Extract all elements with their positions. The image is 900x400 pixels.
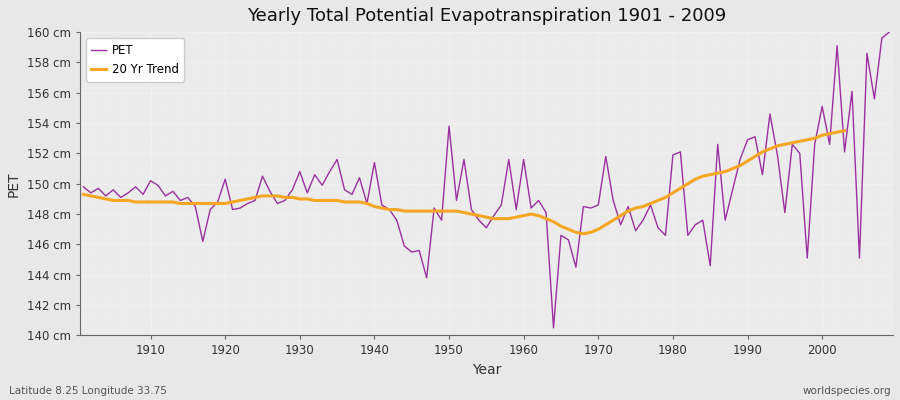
20 Yr Trend bbox=[518, 213, 529, 218]
Legend: PET, 20 Yr Trend: PET, 20 Yr Trend bbox=[86, 38, 184, 82]
X-axis label: Year: Year bbox=[472, 363, 501, 377]
Text: Latitude 8.25 Longitude 33.75: Latitude 8.25 Longitude 33.75 bbox=[9, 386, 166, 396]
PET bbox=[302, 190, 312, 195]
PET bbox=[346, 192, 357, 197]
PET bbox=[511, 207, 522, 212]
Text: worldspecies.org: worldspecies.org bbox=[803, 386, 891, 396]
20 Yr Trend bbox=[779, 142, 790, 147]
PET bbox=[78, 184, 89, 189]
PET bbox=[138, 192, 148, 197]
Y-axis label: PET: PET bbox=[7, 171, 21, 196]
PET bbox=[616, 222, 626, 227]
20 Yr Trend bbox=[772, 144, 783, 148]
Line: 20 Yr Trend: 20 Yr Trend bbox=[84, 131, 844, 234]
20 Yr Trend bbox=[78, 192, 89, 197]
20 Yr Trend bbox=[795, 139, 806, 144]
20 Yr Trend bbox=[757, 150, 768, 154]
PET bbox=[884, 30, 895, 34]
20 Yr Trend bbox=[287, 195, 298, 200]
Line: PET: PET bbox=[84, 32, 889, 328]
Title: Yearly Total Potential Evapotranspiration 1901 - 2009: Yearly Total Potential Evapotranspiratio… bbox=[247, 7, 726, 25]
20 Yr Trend bbox=[839, 128, 850, 133]
PET bbox=[548, 326, 559, 330]
PET bbox=[518, 157, 529, 162]
20 Yr Trend bbox=[578, 232, 589, 236]
